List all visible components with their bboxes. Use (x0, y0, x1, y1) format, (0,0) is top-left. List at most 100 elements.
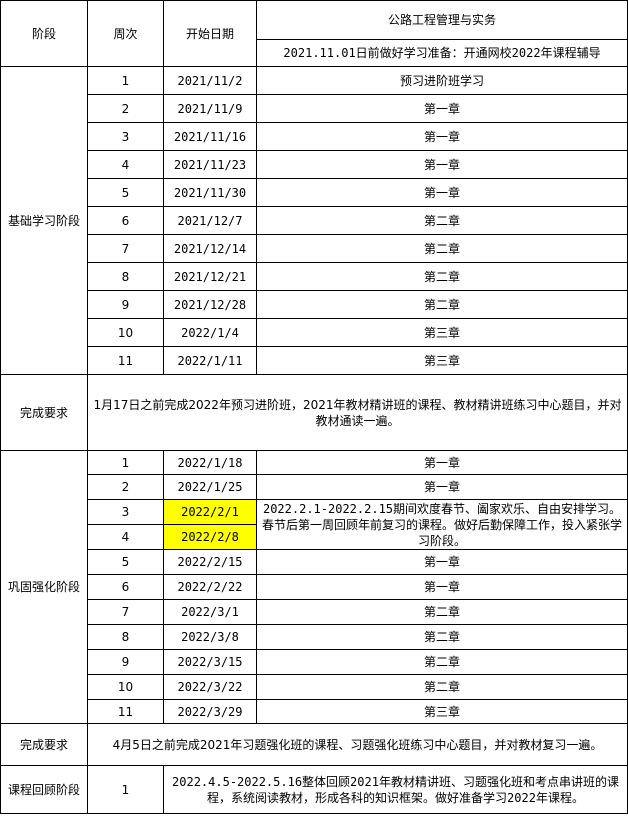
date-cell: 2022/3/15 (163, 649, 257, 675)
consolidate-requirement: 4月5日之前完成2021年习题强化班的课程、习题强化班练习中心题目，并对教材复习… (87, 723, 628, 766)
table-row: 7 2021/12/14 第二章 (1, 234, 628, 263)
date-cell: 2022/1/11 (163, 346, 257, 375)
table-row: 2 2022/1/25 第一章 (1, 474, 628, 500)
content-cell: 第三章 (256, 346, 628, 375)
week-cell: 10 (87, 318, 164, 347)
header-prep-note: 2021.11.01日前做好学习准备：开通网校2022年课程辅导 (256, 39, 628, 67)
table-row: 基础学习阶段 1 2021/11/2 预习进阶班学习 (0, 66, 628, 375)
date-cell: 2022/3/22 (163, 674, 257, 700)
review-stage: 课程回顾阶段 (0, 765, 88, 814)
table-row: 3 2021/11/16 第一章 (1, 122, 628, 151)
basic-requirement-label: 完成要求 (0, 374, 88, 451)
date-cell: 2022/3/8 (163, 624, 257, 650)
week-cell: 2 (87, 94, 164, 123)
date-cell: 2022/2/1 (163, 499, 257, 525)
content-cell: 第一章 (256, 150, 628, 179)
week-cell: 11 (87, 346, 164, 375)
date-cell: 2021/11/30 (163, 178, 257, 207)
table-row: 5 2022/2/15 第一章 (1, 549, 628, 575)
content-cell: 第二章 (256, 290, 628, 319)
table-row: 4 2021/11/23 第一章 (1, 150, 628, 179)
consolidate-stage: 巩固强化阶段 (0, 450, 88, 724)
content-cell: 第一章 (256, 450, 628, 475)
week-cell: 6 (87, 206, 164, 235)
table-row: 10 2022/3/22 第二章 (1, 674, 628, 700)
week-cell: 4 (87, 524, 164, 550)
basic-stage: 基础学习阶段 (0, 66, 88, 375)
header-stage: 阶段 (0, 0, 88, 67)
table-row: 4 2022/2/8 (1, 524, 628, 550)
content-cell: 第二章 (256, 649, 628, 675)
content-cell: 第一章 (256, 574, 628, 600)
table-row: 7 2022/3/1 第二章 (1, 599, 628, 625)
content-cell: 第一章 (256, 178, 628, 207)
date-cell: 2022/3/29 (163, 699, 257, 724)
date-cell: 2022/1/25 (163, 474, 257, 500)
week-cell: 9 (87, 649, 164, 675)
table-row: 11 2022/1/11 第三章 (1, 346, 628, 375)
week-cell: 2 (87, 474, 164, 500)
date-cell: 2021/11/9 (163, 94, 257, 123)
date-cell: 2022/2/8 (163, 524, 257, 550)
week-cell: 3 (87, 122, 164, 151)
header-start-date: 开始日期 (163, 0, 257, 67)
content-cell: 第一章 (256, 94, 628, 123)
table-row: 5 2021/11/30 第一章 (1, 178, 628, 207)
basic-requirement: 1月17日之前完成2022年预习进阶班，2021年教材精讲班的课程、教材精讲班练… (87, 374, 628, 451)
date-cell: 2022/1/4 (163, 318, 257, 347)
header-week: 周次 (87, 0, 164, 67)
table-row: 11 2022/3/29 第三章 (1, 699, 628, 724)
table-row: 9 2021/12/28 第二章 (1, 290, 628, 319)
date-cell: 2021/11/2 (163, 66, 257, 95)
review-week: 1 (87, 765, 164, 814)
content-cell: 第一章 (256, 474, 628, 500)
date-cell: 2021/12/14 (163, 234, 257, 263)
consolidate-requirement-label: 完成要求 (0, 723, 88, 766)
content-cell: 第三章 (256, 318, 628, 347)
content-cell: 第二章 (256, 206, 628, 235)
header-subject: 公路工程管理与实务 (256, 0, 628, 40)
week-cell: 6 (87, 574, 164, 600)
week-cell: 1 (87, 450, 164, 475)
content-cell: 第一章 (256, 549, 628, 575)
week-cell: 5 (87, 178, 164, 207)
table-row: 9 2022/3/15 第二章 (1, 649, 628, 675)
week-cell: 5 (87, 549, 164, 575)
week-cell: 9 (87, 290, 164, 319)
week-cell: 4 (87, 150, 164, 179)
content-cell: 第二章 (256, 599, 628, 625)
date-cell: 2021/12/7 (163, 206, 257, 235)
content-cell: 第二章 (256, 674, 628, 700)
content-cell: 第二章 (256, 234, 628, 263)
table-row: 2 2021/11/9 第一章 (1, 94, 628, 123)
table-row: 8 2022/3/8 第二章 (1, 624, 628, 650)
week-cell: 11 (87, 699, 164, 724)
date-cell: 2022/1/18 (163, 450, 257, 475)
date-cell: 2021/11/23 (163, 150, 257, 179)
table-row: 巩固强化阶段 1 2022/1/18 第一章 (0, 450, 628, 724)
week-cell: 3 (87, 499, 164, 525)
content-cell: 第二章 (256, 624, 628, 650)
week-cell: 10 (87, 674, 164, 700)
date-cell: 2022/2/22 (163, 574, 257, 600)
table-row: 3 2022/2/1 2022.2.1-2022.2.15期间欢度春节、阖家欢乐、自… (1, 499, 628, 550)
date-cell: 2022/2/15 (163, 549, 257, 575)
week-cell: 1 (87, 66, 164, 95)
date-cell: 2021/11/16 (163, 122, 257, 151)
review-content: 2022.4.5-2022.5.16整体回顾2021年教材精讲班、习题强化班和考… (163, 765, 628, 814)
week-cell: 8 (87, 262, 164, 291)
date-cell: 2021/12/28 (163, 290, 257, 319)
content-cell: 第三章 (256, 699, 628, 724)
date-cell: 2021/12/21 (163, 262, 257, 291)
table-row: 10 2022/1/4 第三章 (1, 318, 628, 347)
date-cell: 2022/3/1 (163, 599, 257, 625)
table-row: 6 2022/2/22 第一章 (1, 574, 628, 600)
week-cell: 7 (87, 599, 164, 625)
week-cell: 7 (87, 234, 164, 263)
content-cell: 第二章 (256, 262, 628, 291)
content-cell: 预习进阶班学习 (256, 66, 628, 95)
table-row: 8 2021/12/21 第二章 (1, 262, 628, 291)
table-row: 6 2021/12/7 第二章 (1, 206, 628, 235)
week-cell: 8 (87, 624, 164, 650)
